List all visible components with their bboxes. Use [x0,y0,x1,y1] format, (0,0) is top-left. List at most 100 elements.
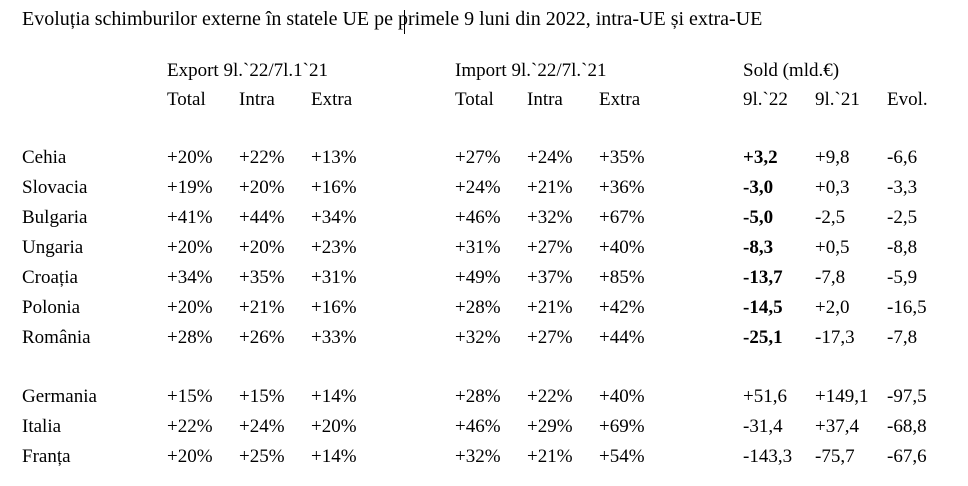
sold-2022-value: -5,0 [743,207,774,228]
export-extra-header: Extra [311,89,353,110]
import-total-value: +31% [455,237,501,258]
sold-2021-value: +149,1 [815,386,869,407]
sold-2022-value: -143,3 [743,446,793,467]
import-intra-value: +27% [527,327,573,348]
import-intra-value: +24% [527,147,573,168]
sold-evol-value: -8,8 [887,237,918,258]
export-extra-value: +14% [311,446,357,467]
import-total-value: +46% [455,416,501,437]
export-intra-value: +24% [239,416,285,437]
import-total-value: +32% [455,446,501,467]
export-total-value: +28% [167,327,213,348]
country-name: Italia [22,416,62,437]
import-extra-value: +44% [599,327,645,348]
sold-2021-value: +37,4 [815,416,859,437]
export-intra-value: +35% [239,267,285,288]
export-extra-value: +14% [311,386,357,407]
export-extra-value: +13% [311,147,357,168]
import-extra-value: +40% [599,237,645,258]
import-intra-header: Intra [527,89,563,110]
export-intra-value: +21% [239,297,285,318]
import-intra-value: +29% [527,416,573,437]
sold-evol-value: -16,5 [887,297,927,318]
sold-evol-value: -6,6 [887,147,918,168]
sold-2021-value: -17,3 [815,327,855,348]
export-intra-value: +15% [239,386,285,407]
sold-evol-value: -5,9 [887,267,918,288]
import-extra-value: +42% [599,297,645,318]
sold-2022-value: +51,6 [743,386,787,407]
sold-2022-header: 9l.`22 [743,89,788,110]
export-group-header: Export 9l.`22/7l.1`21 [167,60,328,81]
sold-evol-value: -7,8 [887,327,918,348]
export-extra-value: +31% [311,267,357,288]
import-intra-value: +27% [527,237,573,258]
text-cursor [404,10,405,34]
import-total-value: +28% [455,297,501,318]
export-total-value: +41% [167,207,213,228]
export-extra-value: +20% [311,416,357,437]
import-intra-value: +21% [527,177,573,198]
import-total-value: +46% [455,207,501,228]
export-total-value: +22% [167,416,213,437]
sold-evol-value: -2,5 [887,207,918,228]
country-name: Germania [22,386,97,407]
export-intra-value: +22% [239,147,285,168]
import-total-value: +27% [455,147,501,168]
export-total-value: +34% [167,267,213,288]
country-name: Ungaria [22,237,84,258]
sold-2022-value: +3,2 [743,147,778,168]
country-name: Franța [22,446,71,467]
sold-2022-value: -13,7 [743,267,783,288]
export-total-value: +15% [167,386,213,407]
sold-2021-value: -2,5 [815,207,846,228]
sold-evol-value: -67,6 [887,446,927,467]
import-group-header: Import 9l.`22/7l.`21 [455,60,607,81]
export-intra-value: +26% [239,327,285,348]
import-extra-header: Extra [599,89,641,110]
page-title: Evoluția schimburilor externe în statele… [22,8,763,30]
export-extra-value: +16% [311,177,357,198]
export-intra-value: +20% [239,177,285,198]
sold-2021-value: -75,7 [815,446,855,467]
import-total-value: +49% [455,267,501,288]
sold-2022-value: -8,3 [743,237,774,258]
import-intra-value: +21% [527,297,573,318]
export-extra-value: +16% [311,297,357,318]
sold-2022-value: -14,5 [743,297,783,318]
import-intra-value: +37% [527,267,573,288]
sold-2021-value: +9,8 [815,147,850,168]
export-extra-value: +34% [311,207,357,228]
sold-evol-value: -97,5 [887,386,927,407]
import-extra-value: +54% [599,446,645,467]
import-extra-value: +69% [599,416,645,437]
export-total-value: +20% [167,297,213,318]
export-intra-value: +25% [239,446,285,467]
country-name: Bulgaria [22,207,88,228]
import-intra-value: +32% [527,207,573,228]
sold-evol-value: -3,3 [887,177,918,198]
country-name: Polonia [22,297,81,318]
import-intra-value: +21% [527,446,573,467]
export-intra-value: +20% [239,237,285,258]
country-name: Croația [22,267,78,288]
import-extra-value: +67% [599,207,645,228]
sold-2022-value: -3,0 [743,177,774,198]
export-total-header: Total [167,89,206,110]
import-extra-value: +35% [599,147,645,168]
import-total-header: Total [455,89,494,110]
sold-2021-value: +0,3 [815,177,850,198]
country-name: Cehia [22,147,67,168]
sold-2021-value: -7,8 [815,267,846,288]
export-extra-value: +33% [311,327,357,348]
export-total-value: +20% [167,237,213,258]
sold-evol-header: Evol. [887,89,928,110]
export-total-value: +19% [167,177,213,198]
sold-2022-value: -31,4 [743,416,783,437]
export-intra-header: Intra [239,89,275,110]
import-total-value: +32% [455,327,501,348]
import-extra-value: +85% [599,267,645,288]
import-total-value: +24% [455,177,501,198]
sold-2021-value: +2,0 [815,297,850,318]
country-name: Slovacia [22,177,88,198]
